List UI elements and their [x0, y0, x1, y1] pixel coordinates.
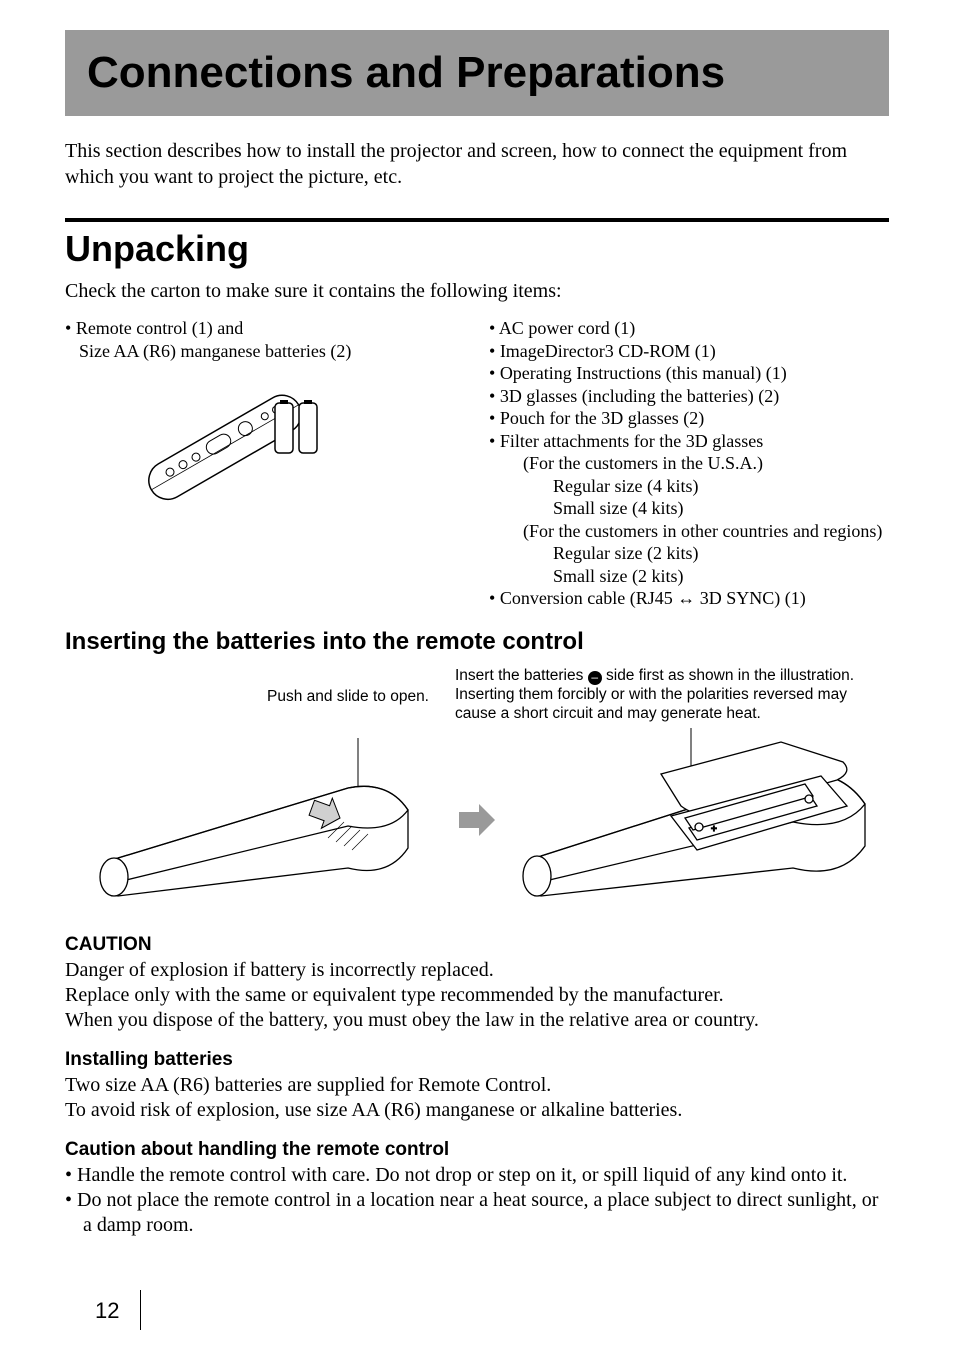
handling-heading: Caution about handling the remote contro…	[65, 1139, 889, 1161]
battery-row: Push and slide to open. Insert the batte…	[65, 666, 889, 724]
battery-caption: Push and slide to open.	[65, 688, 445, 706]
handling-list: Handle the remote control with care. Do …	[65, 1163, 889, 1238]
item-pouch: Pouch for the 3D glasses (2)	[489, 407, 889, 430]
chapter-banner: Connections and Preparations	[65, 30, 889, 116]
item-ac: AC power cord (1)	[489, 317, 889, 340]
items-columns: Remote control (1) and Size AA (R6) mang…	[65, 317, 889, 610]
item-filters-other-small: Small size (2 kits)	[489, 565, 889, 588]
item-conversion-b: 3D SYNC) (1)	[695, 588, 806, 608]
battery-figures: +	[65, 728, 889, 918]
arrow-right-icon	[457, 800, 497, 840]
item-filters-usa-reg: Regular size (4 kits)	[489, 475, 889, 498]
item-conversion-a: Conversion cable (RJ45	[500, 588, 677, 608]
item-cdrom: ImageDirector3 CD-ROM (1)	[489, 340, 889, 363]
chapter-title: Connections and Preparations	[87, 48, 867, 98]
caution-p3: When you dispose of the battery, you mus…	[65, 1008, 889, 1033]
caution-p2: Replace only with the same or equivalent…	[65, 983, 889, 1008]
handling-b2: Do not place the remote control in a loc…	[65, 1188, 889, 1238]
caution-heading: CAUTION	[65, 934, 889, 956]
install-heading: Installing batteries	[65, 1049, 889, 1071]
remote-closed-svg	[88, 738, 418, 908]
item-filters-usa-small: Small size (4 kits)	[489, 497, 889, 520]
item-filters-other-reg: Regular size (2 kits)	[489, 542, 889, 565]
battery-fig-closed	[65, 738, 441, 908]
item-remote: Remote control (1) and Size AA (R6) mang…	[65, 317, 465, 362]
page-tick	[140, 1290, 141, 1330]
svg-text:+: +	[711, 824, 717, 835]
install-p2: To avoid risk of explosion, use size AA …	[65, 1098, 889, 1123]
battery-fig-open: +	[513, 728, 889, 918]
item-filters-usa: (For the customers in the U.S.A.)	[489, 452, 889, 475]
battery-left: Push and slide to open.	[65, 666, 445, 706]
item-conversion: Conversion cable (RJ45 ↔ 3D SYNC) (1)	[489, 587, 889, 610]
items-left-col: Remote control (1) and Size AA (R6) mang…	[65, 317, 465, 610]
item-3dglasses: 3D glasses (including the batteries) (2)	[489, 385, 889, 408]
remote-open-svg: +	[521, 728, 881, 918]
remote-illustration	[85, 370, 345, 550]
remote-svg	[85, 375, 345, 545]
double-arrow-icon: ↔	[677, 588, 695, 608]
subsection-insert-batteries: Inserting the batteries into the remote …	[65, 628, 889, 656]
item-manual: Operating Instructions (this manual) (1)	[489, 362, 889, 385]
item-remote-l2: Size AA (R6) manganese batteries (2)	[79, 341, 351, 361]
install-p1: Two size AA (R6) batteries are supplied …	[65, 1073, 889, 1098]
minus-icon: –	[588, 671, 602, 685]
battery-note: Insert the batteries – side first as sho…	[455, 666, 889, 724]
handling-b1: Handle the remote control with care. Do …	[65, 1163, 889, 1188]
item-filters: Filter attachments for the 3D glasses	[489, 430, 889, 453]
section-rule	[65, 218, 889, 222]
items-right-col: AC power cord (1) ImageDirector3 CD-ROM …	[489, 317, 889, 610]
page-number: 12	[95, 1298, 119, 1324]
battery-note-a: Insert the batteries	[455, 667, 588, 684]
chapter-intro: This section describes how to install th…	[65, 138, 889, 190]
item-filters-other: (For the customers in other countries an…	[489, 520, 889, 543]
arrow-between	[457, 800, 497, 845]
battery-right: Insert the batteries – side first as sho…	[455, 666, 889, 724]
unpacking-lead: Check the carton to make sure it contain…	[65, 280, 889, 303]
caution-p1: Danger of explosion if battery is incorr…	[65, 958, 889, 983]
item-remote-l1: Remote control (1) and	[76, 318, 243, 338]
section-title-unpacking: Unpacking	[65, 228, 889, 270]
